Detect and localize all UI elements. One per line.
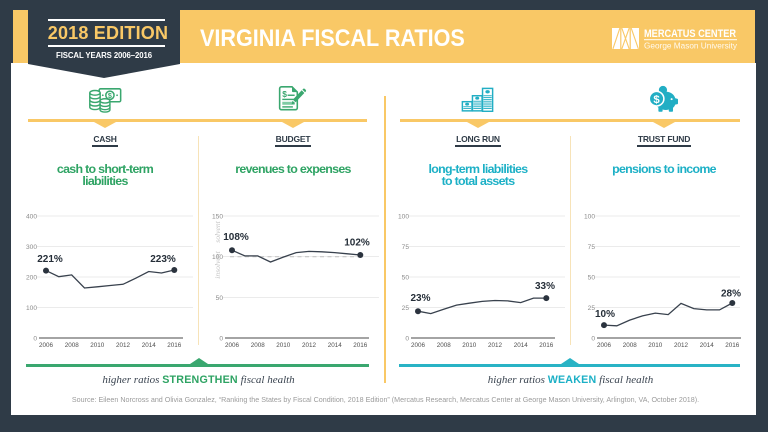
svg-text:2014: 2014 xyxy=(328,342,343,349)
svg-text:100: 100 xyxy=(584,214,595,221)
svg-text:2016: 2016 xyxy=(725,342,740,349)
svg-text:0: 0 xyxy=(219,336,223,343)
svg-text:75: 75 xyxy=(588,244,596,251)
svg-text:25: 25 xyxy=(402,305,410,312)
svg-text:2012: 2012 xyxy=(116,342,131,349)
svg-text:75: 75 xyxy=(402,244,410,251)
svg-text:221%: 221% xyxy=(37,254,63,265)
svg-text:2014: 2014 xyxy=(514,342,529,349)
svg-text:2014: 2014 xyxy=(700,342,715,349)
svg-text:23%: 23% xyxy=(410,293,430,304)
svg-text:10%: 10% xyxy=(595,309,615,320)
svg-text:2016: 2016 xyxy=(539,342,554,349)
svg-text:$: $ xyxy=(108,92,112,100)
svg-text:150: 150 xyxy=(212,214,223,221)
svg-text:2010: 2010 xyxy=(648,342,663,349)
svg-text:50: 50 xyxy=(216,295,224,302)
svg-text:George Mason University: George Mason University xyxy=(644,41,738,51)
svg-text:2006: 2006 xyxy=(225,342,240,349)
svg-text:200: 200 xyxy=(26,275,37,282)
svg-text:2014: 2014 xyxy=(142,342,157,349)
svg-text:0: 0 xyxy=(405,336,409,343)
svg-text:2010: 2010 xyxy=(90,342,105,349)
svg-text:$: $ xyxy=(653,94,660,106)
svg-text:2010: 2010 xyxy=(462,342,477,349)
svg-text:2006: 2006 xyxy=(597,342,612,349)
svg-text:100: 100 xyxy=(212,254,223,261)
svg-text:solvent: solvent xyxy=(213,220,222,242)
svg-text:100: 100 xyxy=(398,214,409,221)
svg-text:0: 0 xyxy=(33,336,37,343)
svg-text:MERCATUS CENTER: MERCATUS CENTER xyxy=(644,28,736,40)
svg-text:108%: 108% xyxy=(223,232,249,243)
svg-text:50: 50 xyxy=(402,275,410,282)
svg-text:2008: 2008 xyxy=(437,342,452,349)
svg-text:2006: 2006 xyxy=(411,342,426,349)
svg-text:33%: 33% xyxy=(535,281,555,292)
svg-text:2016: 2016 xyxy=(167,342,182,349)
svg-text:300: 300 xyxy=(26,244,37,251)
svg-text:2008: 2008 xyxy=(251,342,266,349)
svg-text:400: 400 xyxy=(26,214,37,221)
svg-text:$: $ xyxy=(282,89,287,99)
svg-text:2010: 2010 xyxy=(276,342,291,349)
svg-text:2008: 2008 xyxy=(623,342,638,349)
svg-text:2006: 2006 xyxy=(39,342,54,349)
svg-text:0: 0 xyxy=(591,336,595,343)
svg-text:2008: 2008 xyxy=(65,342,80,349)
svg-text:102%: 102% xyxy=(344,238,370,249)
svg-text:2012: 2012 xyxy=(674,342,689,349)
svg-text:223%: 223% xyxy=(150,254,176,265)
svg-text:2012: 2012 xyxy=(302,342,317,349)
svg-text:50: 50 xyxy=(588,275,596,282)
svg-text:2012: 2012 xyxy=(488,342,503,349)
svg-text:28%: 28% xyxy=(721,289,741,300)
svg-text:25: 25 xyxy=(588,305,596,312)
svg-text:2016: 2016 xyxy=(353,342,368,349)
svg-text:100: 100 xyxy=(26,305,37,312)
svg-text:insolvent: insolvent xyxy=(213,250,222,278)
